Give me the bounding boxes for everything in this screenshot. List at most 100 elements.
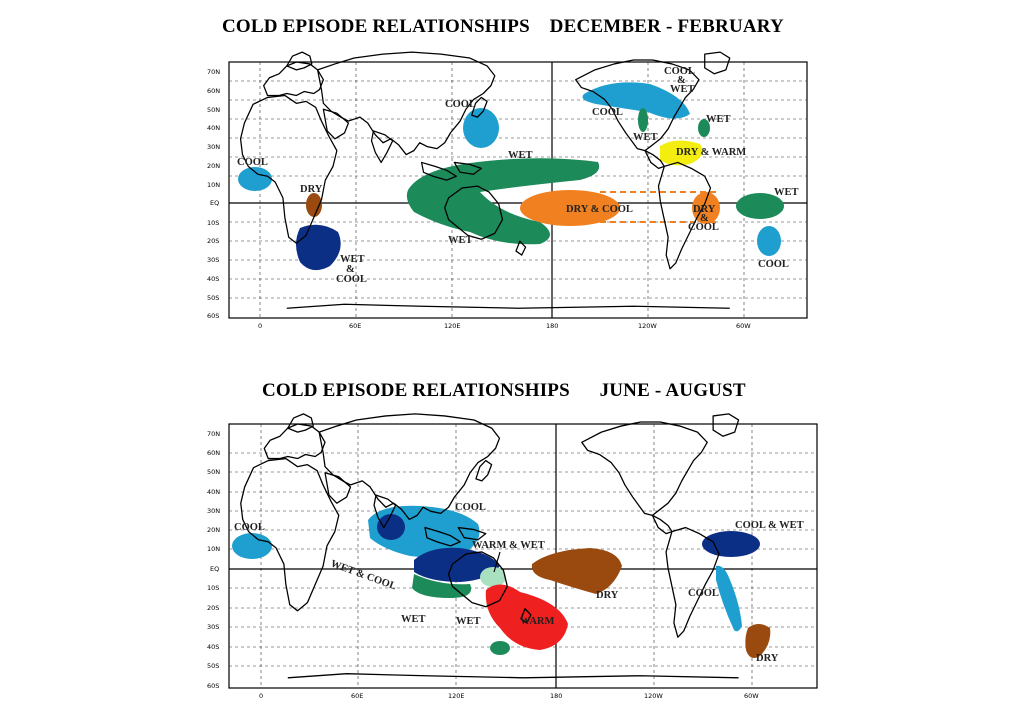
svg-text:180: 180 — [546, 322, 558, 330]
region-cool-japan — [463, 108, 499, 148]
svg-text:50S: 50S — [207, 294, 219, 302]
svg-text:10S: 10S — [207, 584, 219, 592]
svg-text:30N: 30N — [207, 507, 220, 515]
svg-text:30S: 30S — [207, 256, 219, 264]
region-cool-africa — [238, 167, 272, 191]
region-cool-wet-central-america — [702, 531, 760, 557]
svg-text:10N: 10N — [207, 545, 220, 553]
lon-axis-labels: 0 60E 120E 180 120W 60W — [259, 692, 759, 700]
region-wet-nsa — [736, 193, 784, 219]
region-wet-cool-south-africa — [296, 224, 341, 271]
label-dry-pacific: DRY — [596, 590, 619, 601]
label-wet-australia: WET — [456, 616, 481, 627]
label-dry-cool-pacific: DRY & COOL — [566, 204, 633, 215]
region-wet-cool-west — [412, 574, 472, 598]
label-cool-wet-central-america: COOL & WET — [735, 520, 804, 531]
label-dry-sa: DRY — [756, 653, 779, 664]
svg-text:120E: 120E — [444, 322, 461, 330]
svg-text:40S: 40S — [207, 275, 219, 283]
label-wet-cool-south-africa: WET & COOL — [336, 254, 367, 285]
svg-text:70N: 70N — [207, 430, 220, 438]
label-cool-wet-nw: COOL & WET — [664, 66, 695, 95]
label-cool-se-asia: COOL — [455, 502, 486, 513]
label-cool-africa: COOL — [234, 522, 265, 533]
label-wet-ohio: WET — [706, 114, 731, 125]
svg-text:70N: 70N — [207, 68, 220, 76]
label-cool-africa: COOL — [237, 157, 268, 168]
lat-axis-labels: 70N 60N 50N 40N 30N 20N 10N EQ 10S 20S 3… — [207, 68, 220, 320]
svg-text:40N: 40N — [207, 124, 220, 132]
svg-text:10S: 10S — [207, 219, 219, 227]
map-title-jun-aug: COLD EPISODE RELATIONSHIPS JUNE - AUGUST — [262, 380, 746, 401]
label-cool-sa: COOL — [688, 588, 719, 599]
svg-text:50N: 50N — [207, 106, 220, 114]
svg-text:20S: 20S — [207, 237, 219, 245]
map-jun-aug: 70N 60N 50N 40N 30N 20N 10N EQ 10S 20S 3… — [207, 413, 818, 700]
lon-axis-labels: 0 60E 120E 180 120W 60W — [258, 322, 751, 330]
label-wet-maritime: WET — [508, 150, 533, 161]
region-wet-maritime — [406, 158, 600, 245]
region-wet-cool-india — [377, 514, 405, 540]
region-dry-cool-pacific — [520, 190, 620, 226]
svg-text:10N: 10N — [207, 181, 220, 189]
label-wet-nsa: WET — [774, 187, 799, 198]
region-warm-australia — [485, 584, 568, 650]
region-cool-wet-nw — [582, 82, 690, 119]
label-dry-warm-se-us: DRY & WARM — [676, 147, 746, 158]
region-dry-warm-se-us — [660, 140, 703, 166]
svg-text:120E: 120E — [448, 692, 465, 700]
region-wet-west-us — [638, 108, 648, 132]
svg-text:20N: 20N — [207, 526, 220, 534]
svg-text:180: 180 — [550, 692, 562, 700]
svg-text:50N: 50N — [207, 468, 220, 476]
region-dry-east-africa — [306, 193, 322, 217]
anomaly-regions — [238, 82, 784, 271]
svg-text:20S: 20S — [207, 604, 219, 612]
svg-text:20N: 20N — [207, 162, 220, 170]
svg-text:40N: 40N — [207, 488, 220, 496]
svg-text:60N: 60N — [207, 87, 220, 95]
label-wet-australia: WET — [448, 235, 473, 246]
svg-text:60E: 60E — [351, 692, 363, 700]
warm-wet-pointer — [493, 551, 501, 573]
svg-text:0: 0 — [259, 692, 263, 700]
svg-text:EQ: EQ — [210, 565, 219, 573]
region-cool-sa — [716, 565, 742, 632]
svg-text:30S: 30S — [207, 623, 219, 631]
label-cool-se-sa: COOL — [758, 259, 789, 270]
region-cool-africa — [232, 533, 272, 559]
svg-text:60W: 60W — [744, 692, 759, 700]
label-cool-japan: COOL — [445, 99, 476, 110]
map-title-dec-feb: COLD EPISODE RELATIONSHIPS DECEMBER - FE… — [222, 16, 784, 37]
map-dec-feb: 70N 60N 50N 40N 30N 20N 10N EQ 10S 20S 3… — [207, 51, 808, 330]
region-cool-se-sa — [757, 226, 781, 256]
region-wet-australia — [490, 641, 510, 655]
region-labels: COOL DRY WET & COOL COOL WET WET DRY & COO… — [237, 66, 799, 285]
svg-text:60N: 60N — [207, 449, 220, 457]
label-wet-indonesia: WET — [401, 614, 426, 625]
svg-text:60E: 60E — [349, 322, 361, 330]
lat-axis-labels: 70N 60N 50N 40N 30N 20N 10N EQ 10S 20S 3… — [207, 430, 220, 690]
region-dry-sa — [745, 624, 771, 658]
region-dry-cool-east-pacific — [692, 192, 720, 224]
region-wet-indonesia — [414, 547, 500, 582]
svg-text:50S: 50S — [207, 662, 219, 670]
region-warm-wet — [480, 567, 506, 587]
label-cool-canada: COOL — [592, 107, 623, 118]
label-dry-east-africa: DRY — [300, 184, 323, 195]
svg-text:40S: 40S — [207, 643, 219, 651]
label-wet-west-us: WET — [633, 132, 658, 143]
anomaly-regions — [232, 505, 771, 658]
svg-text:60S: 60S — [207, 312, 219, 320]
svg-text:60W: 60W — [736, 322, 751, 330]
svg-text:30N: 30N — [207, 143, 220, 151]
label-warm-australia: WARM — [520, 616, 555, 627]
svg-text:120W: 120W — [644, 692, 663, 700]
svg-text:0: 0 — [258, 322, 262, 330]
label-dry-cool-east-pacific: DRY & COOL — [688, 204, 719, 233]
svg-text:60S: 60S — [207, 682, 219, 690]
label-warm-wet: WARM & WET — [472, 540, 545, 551]
svg-text:120W: 120W — [638, 322, 657, 330]
region-wet-ohio — [698, 119, 710, 137]
